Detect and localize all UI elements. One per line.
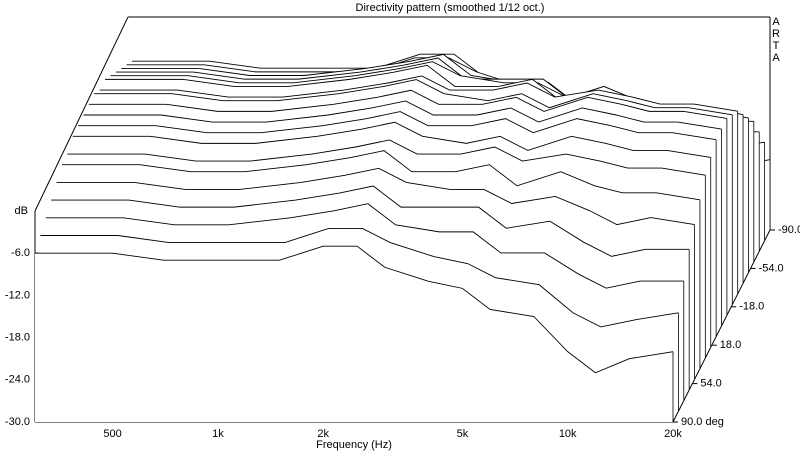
response-curve	[94, 79, 733, 116]
x-tick-label: 5k	[457, 428, 469, 440]
x-axis-label: Frequency (Hz)	[316, 439, 392, 451]
z-tick-label: -90.0	[778, 224, 800, 236]
chart-title: Directivity pattern (smoothed 1/12 oct.)	[356, 2, 545, 14]
x-tick-label: 1k	[212, 428, 224, 440]
x-tick-label: 20k	[664, 428, 682, 440]
y-tick-label: -30.0	[5, 416, 30, 428]
response-curve	[72, 121, 711, 158]
response-curve	[51, 185, 690, 257]
z-tick-label: 54.0	[700, 378, 721, 390]
response-curve	[45, 203, 684, 289]
z-tick-label: 90.0 deg	[681, 416, 724, 428]
brand: ARTA	[772, 16, 780, 64]
response-curve	[88, 89, 727, 119]
response-curve	[40, 228, 679, 328]
response-curve	[67, 139, 706, 176]
response-curve	[78, 111, 717, 141]
response-curve	[56, 167, 695, 226]
z-tick-label: -54.0	[759, 262, 784, 274]
y-axis-label: dB	[15, 205, 28, 217]
response-curve	[83, 100, 722, 130]
occluder	[35, 246, 673, 422]
y-tick-label: -6.0	[11, 247, 30, 259]
response-curve	[99, 75, 738, 112]
curves	[35, 53, 771, 422]
x-tick-label: 10k	[559, 428, 577, 440]
x-tick-label: 2k	[317, 428, 329, 440]
y-tick-label: -12.0	[5, 289, 30, 301]
response-curve	[61, 150, 701, 201]
y-tick-label: -24.0	[5, 374, 30, 386]
response-curve	[35, 245, 674, 374]
frame-edge	[34, 16, 129, 212]
z-tick-label: -18.0	[739, 301, 764, 313]
z-tick-label: 18.0	[720, 339, 741, 351]
x-tick-label: 500	[103, 428, 121, 440]
y-tick-label: -18.0	[5, 332, 30, 344]
